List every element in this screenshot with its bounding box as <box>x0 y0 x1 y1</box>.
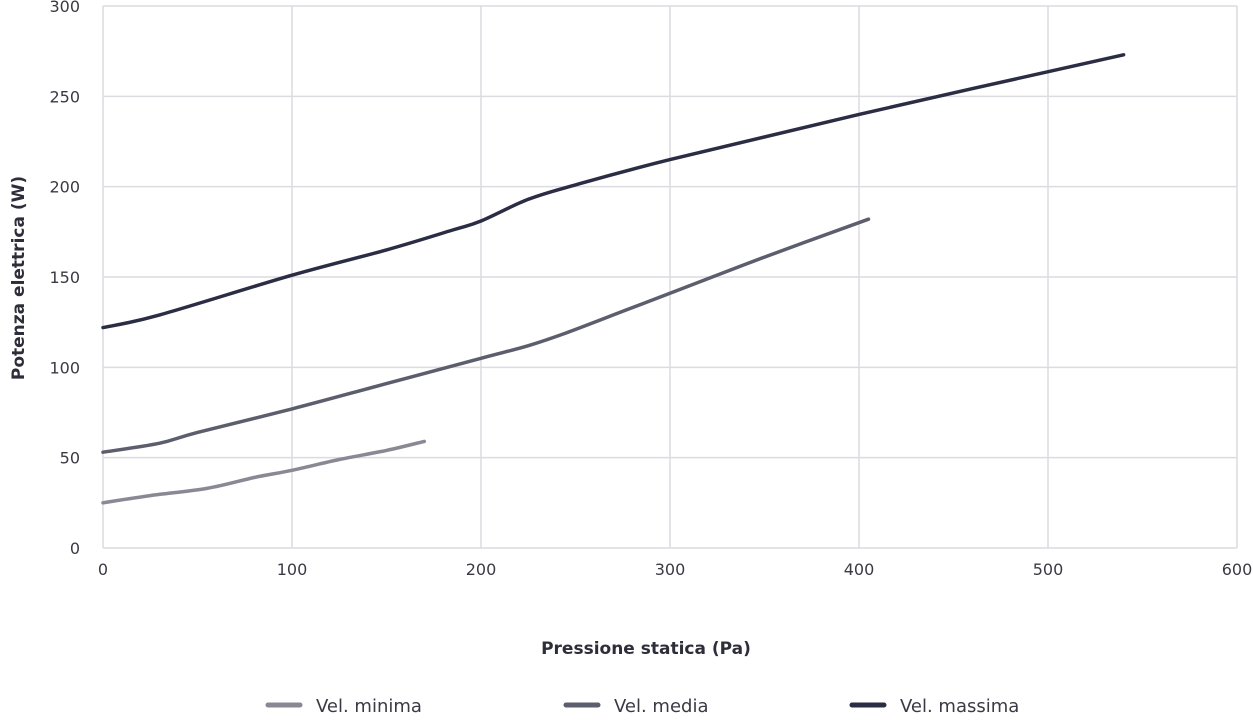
legend-item-0: Vel. minima <box>265 696 422 717</box>
y-axis-ticks: 0 50 100 150 200 250 300 <box>49 0 80 558</box>
x-tick-label: 300 <box>655 560 686 579</box>
x-tick-label: 100 <box>277 560 308 579</box>
x-tick-label: 0 <box>98 560 108 579</box>
y-tick-label: 300 <box>49 0 80 16</box>
grid <box>102 5 1238 549</box>
x-tick-label: 200 <box>466 560 497 579</box>
x-axis-label: Pressione statica (Pa) <box>541 639 751 659</box>
x-tick-label: 600 <box>1222 560 1253 579</box>
y-tick-label: 0 <box>70 539 80 558</box>
y-tick-label: 150 <box>49 268 80 287</box>
y-axis-label: Potenza elettrica (W) <box>9 176 29 380</box>
x-tick-label: 400 <box>844 560 875 579</box>
legend-label: Vel. media <box>614 696 709 717</box>
legend-item-1: Vel. media <box>563 696 709 717</box>
y-tick-label: 50 <box>60 449 80 468</box>
y-tick-label: 100 <box>49 358 80 377</box>
series-line-2 <box>101 53 1126 330</box>
legend-label: Vel. massima <box>900 696 1019 717</box>
series-line-1 <box>101 217 871 454</box>
x-axis-ticks: 0 100 200 300 400 500 600 <box>98 560 1252 579</box>
y-tick-label: 250 <box>49 87 80 106</box>
legend-label: Vel. minima <box>316 696 422 717</box>
series-line-0 <box>101 439 427 505</box>
y-tick-label: 200 <box>49 178 80 197</box>
legend: Vel. minima Vel. media Vel. massima <box>265 696 1019 717</box>
x-tick-label: 500 <box>1033 560 1064 579</box>
series-lines <box>101 53 1126 505</box>
legend-item-2: Vel. massima <box>849 696 1019 717</box>
